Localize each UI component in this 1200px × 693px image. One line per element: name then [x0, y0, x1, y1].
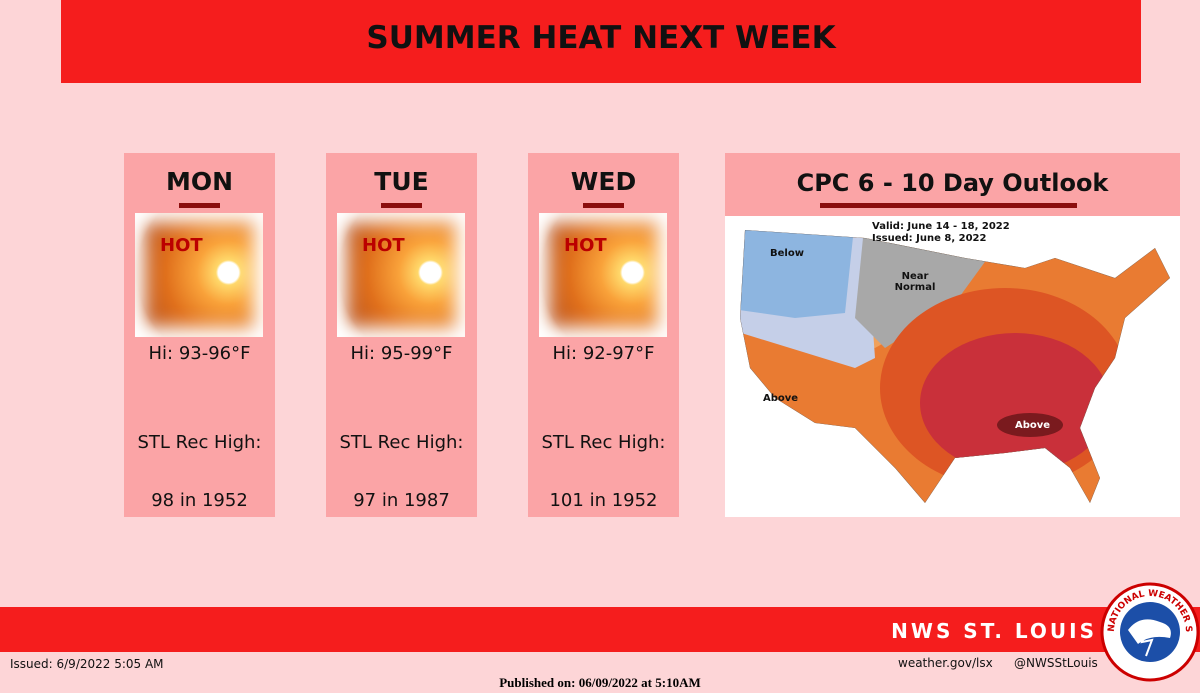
record-label: STL Rec High:	[137, 432, 262, 453]
page-title: SUMMER HEAT NEXT WEEK	[366, 20, 836, 56]
outlook-map	[740, 230, 1170, 503]
sun-image: HOT	[539, 213, 667, 337]
high-temp: Hi: 92-97°F	[552, 343, 655, 364]
day-underline	[179, 203, 220, 208]
image-label: HOT	[160, 235, 203, 256]
day-card: WED HOT Hi: 92-97°F STL Rec High: 101 in 195…	[528, 153, 679, 517]
high-temp: Hi: 93-96°F	[148, 343, 251, 364]
record-label: STL Rec High:	[339, 432, 464, 453]
footer-band	[0, 607, 1200, 652]
map-label: Below	[770, 248, 804, 259]
valid-date: Valid: June 14 - 18, 2022	[872, 221, 1010, 232]
day-name: MON	[165, 167, 234, 196]
map-label: Above	[763, 393, 799, 404]
website[interactable]: weather.gov/lsx	[898, 656, 993, 670]
record-label: STL Rec High:	[541, 432, 666, 453]
outlook-panel: CPC 6 - 10 Day Outlook Valid: June 14 - …	[725, 153, 1180, 517]
day-card: TUE HOT Hi: 95-99°F STL Rec High: 97 in 1987	[326, 153, 477, 517]
map-label: Near Normal	[894, 271, 936, 293]
outlook-title: CPC 6 - 10 Day Outlook	[796, 169, 1109, 197]
title-banner	[61, 0, 1141, 83]
image-label: HOT	[564, 235, 607, 256]
record-value: 97 in 1987	[353, 490, 450, 511]
social-handle[interactable]: @NWSStLouis	[1014, 656, 1098, 670]
nws-logo: NATIONAL WEATHER SERVICE	[1100, 582, 1200, 682]
published-note: Published on: 06/09/2022 at 5:10AM	[499, 675, 701, 690]
day-underline	[381, 203, 422, 208]
office-name: NWS ST. LOUIS	[891, 619, 1097, 643]
record-value: 98 in 1952	[151, 490, 248, 511]
day-card: MON HOT Hi: 93-96°F STL Rec High: 98 in 1952	[124, 153, 275, 517]
record-value: 101 in 1952	[549, 490, 658, 511]
day-name: TUE	[374, 167, 429, 196]
map-label: Above	[1015, 420, 1051, 431]
title-underline	[820, 203, 1077, 208]
day-name: WED	[570, 167, 637, 196]
issued-date: Issued: June 8, 2022	[872, 233, 987, 244]
issued-time: Issued: 6/9/2022 5:05 AM	[10, 657, 164, 671]
sun-image: HOT	[135, 213, 263, 337]
day-underline	[583, 203, 624, 208]
high-temp: Hi: 95-99°F	[350, 343, 453, 364]
sun-image: HOT	[337, 213, 465, 337]
image-label: HOT	[362, 235, 405, 256]
